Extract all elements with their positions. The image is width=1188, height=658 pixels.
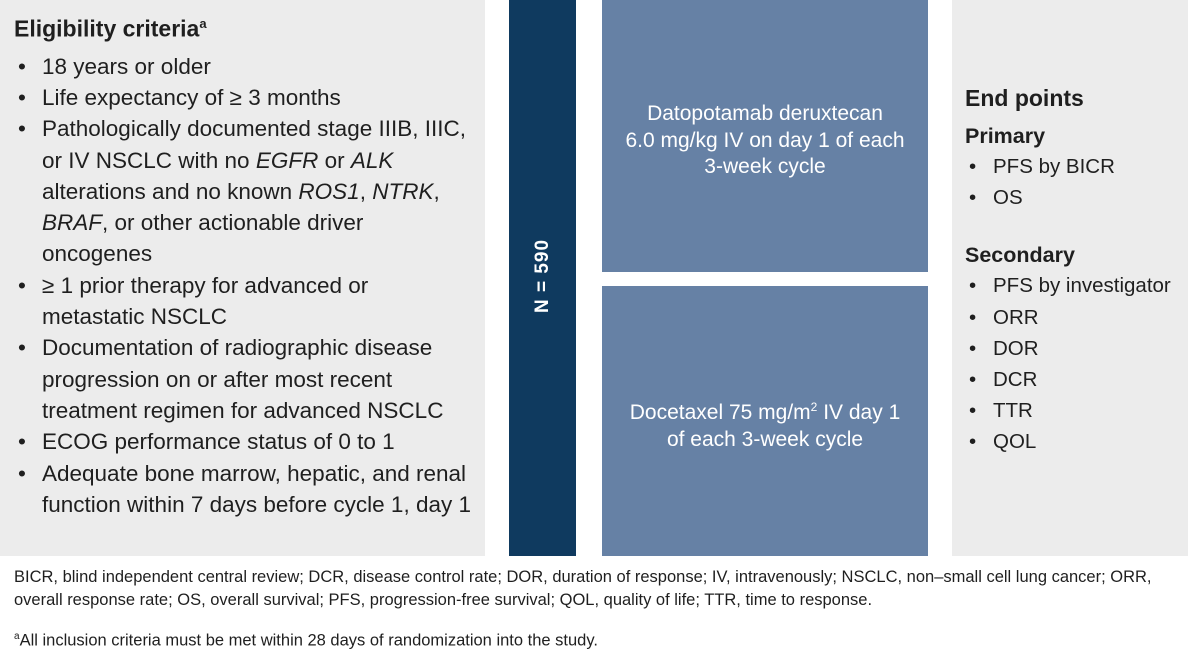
primary-endpoints-list: PFS by BICROS — [965, 151, 1188, 214]
secondary-endpoint-item: TTR — [965, 395, 1188, 426]
footnote-marker: a — [14, 631, 20, 642]
eligibility-item: ≥ 1 prior therapy for advanced or metast… — [14, 270, 471, 333]
eligibility-item: Adequate bone marrow, hepatic, and renal… — [14, 458, 471, 521]
arm-docetaxel-box: Docetaxel 75 mg/m2 IV day 1 of each 3-we… — [602, 286, 928, 556]
secondary-endpoint-item: PFS by investigator — [965, 270, 1188, 301]
primary-endpoint-item: OS — [965, 182, 1188, 213]
primary-endpoint-item: PFS by BICR — [965, 151, 1188, 182]
eligibility-item: 18 years or older — [14, 51, 471, 83]
secondary-endpoints-heading: Secondary — [965, 243, 1075, 268]
endpoints-title: End points — [965, 85, 1084, 111]
secondary-endpoint-item: QOL — [965, 426, 1188, 457]
eligibility-title: Eligibility criteriaa — [14, 15, 207, 42]
sample-size-label: N = 590 — [531, 238, 553, 314]
endpoints-panel: End points Primary PFS by BICROS Seconda… — [952, 0, 1188, 556]
inclusion-footnote: aAll inclusion criteria must be met with… — [14, 631, 598, 650]
arm-datopotamab-text: Datopotamab deruxtecan 6.0 mg/kg IV on d… — [625, 102, 905, 178]
eligibility-item: Life expectancy of ≥ 3 months — [14, 82, 471, 114]
secondary-endpoint-item: DCR — [965, 364, 1188, 395]
secondary-endpoint-item: ORR — [965, 302, 1188, 333]
eligibility-panel: Eligibility criteriaa 18 years or olderL… — [0, 0, 485, 556]
abbreviations-footnote: BICR, blind independent central review; … — [14, 568, 1152, 609]
primary-endpoints-heading: Primary — [965, 124, 1046, 148]
arm-datopotamab-box: Datopotamab deruxtecan 6.0 mg/kg IV on d… — [602, 0, 928, 272]
arm-docetaxel-text: Docetaxel 75 mg/m2 IV day 1 of each 3-we… — [629, 400, 901, 451]
secondary-endpoint-item: DOR — [965, 333, 1188, 364]
eligibility-list: 18 years or olderLife expectancy of ≥ 3 … — [14, 51, 471, 520]
secondary-endpoints-list: PFS by investigatorORRDORDCRTTRQOL — [965, 270, 1188, 457]
eligibility-item: Documentation of radiographic disease pr… — [14, 332, 471, 426]
sample-size-bar: N = 590 — [509, 0, 576, 556]
eligibility-item: ECOG performance status of 0 to 1 — [14, 426, 471, 458]
eligibility-title-footnote-marker: a — [199, 16, 207, 31]
eligibility-item: Pathologically documented stage IIIB, II… — [14, 113, 471, 269]
